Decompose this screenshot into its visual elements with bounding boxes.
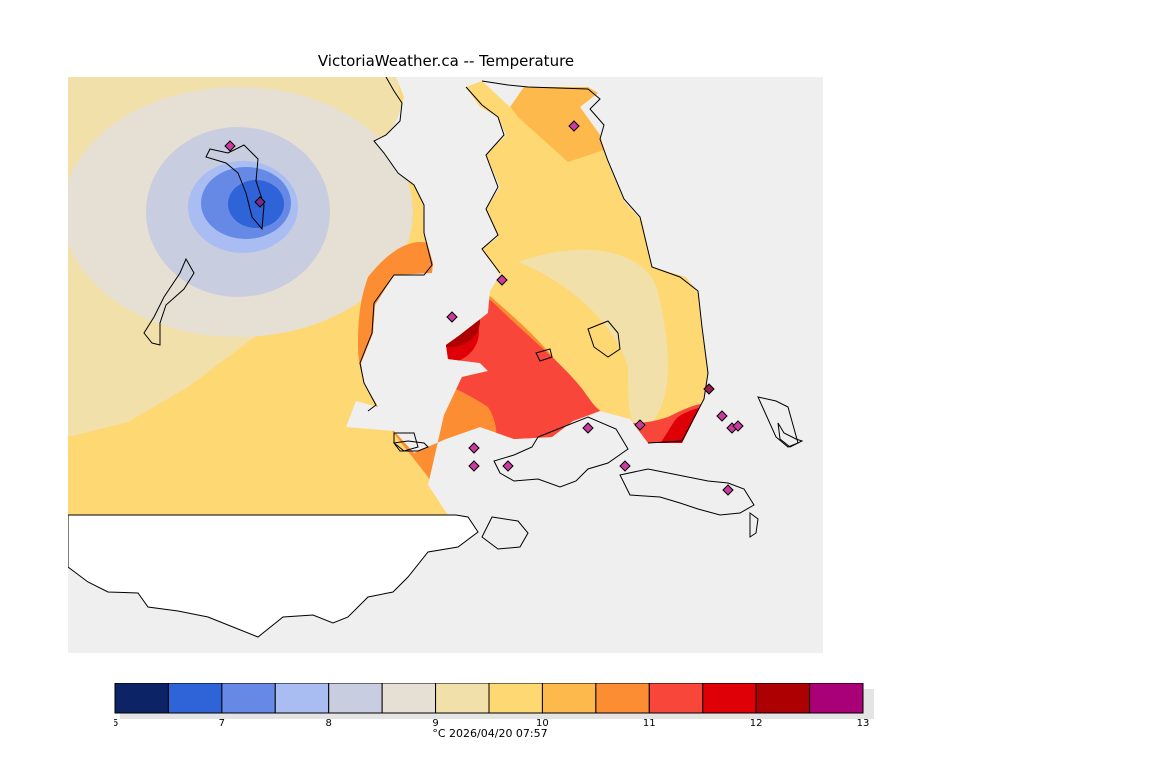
station-marker bbox=[619, 460, 631, 472]
contour-10-5 bbox=[488, 77, 613, 162]
station-marker bbox=[732, 420, 744, 432]
station-marker bbox=[446, 311, 458, 323]
legend-tick-label: 13 bbox=[857, 718, 870, 729]
temperature-map bbox=[68, 77, 823, 653]
legend-tick-label: 6 bbox=[114, 718, 118, 729]
contour-7 bbox=[228, 180, 284, 228]
station-marker bbox=[582, 422, 594, 434]
legend-swatch bbox=[488, 683, 543, 714]
station-marker bbox=[703, 383, 715, 395]
station-marker bbox=[254, 196, 266, 208]
legend-swatch bbox=[435, 683, 490, 714]
legend-tick-label: 10 bbox=[536, 718, 549, 729]
legend-tick-label: 12 bbox=[750, 718, 763, 729]
station-marker bbox=[468, 460, 480, 472]
legend-swatch bbox=[755, 683, 811, 714]
legend-swatch bbox=[274, 683, 330, 714]
legend-tick-label: 7 bbox=[219, 718, 225, 729]
legend-swatch bbox=[702, 683, 757, 714]
station-marker bbox=[496, 274, 508, 286]
legend-swatch bbox=[381, 683, 437, 714]
legend-swatch bbox=[221, 683, 276, 714]
station-marker bbox=[224, 140, 236, 152]
chart-title: VictoriaWeather.ca -- Temperature bbox=[317, 52, 575, 70]
legend-swatch bbox=[541, 683, 597, 714]
legend-tick-label: 11 bbox=[643, 718, 656, 729]
legend-swatch bbox=[167, 683, 223, 714]
station-markers bbox=[224, 120, 744, 496]
station-marker bbox=[716, 410, 728, 422]
color-legend: 6 7 8 9 10 11 12 13 bbox=[114, 683, 874, 729]
station-marker bbox=[722, 484, 734, 496]
legend-swatch bbox=[114, 683, 169, 714]
contour-9-5-east bbox=[518, 249, 668, 429]
legend-swatch bbox=[648, 683, 704, 714]
station-marker bbox=[568, 120, 580, 132]
station-marker bbox=[502, 460, 514, 472]
station-marker bbox=[468, 442, 480, 454]
legend-swatch bbox=[328, 683, 383, 714]
legend-swatch bbox=[809, 683, 864, 714]
southern-landmass bbox=[68, 514, 479, 638]
legend-swatch bbox=[595, 683, 650, 714]
legend-tick-label: 9 bbox=[432, 718, 438, 729]
coastlines bbox=[143, 77, 804, 550]
timestamp: °C 2026/04/20 07:57 bbox=[432, 727, 548, 740]
legend-tick-label: 8 bbox=[326, 718, 332, 729]
station-marker bbox=[634, 419, 646, 431]
